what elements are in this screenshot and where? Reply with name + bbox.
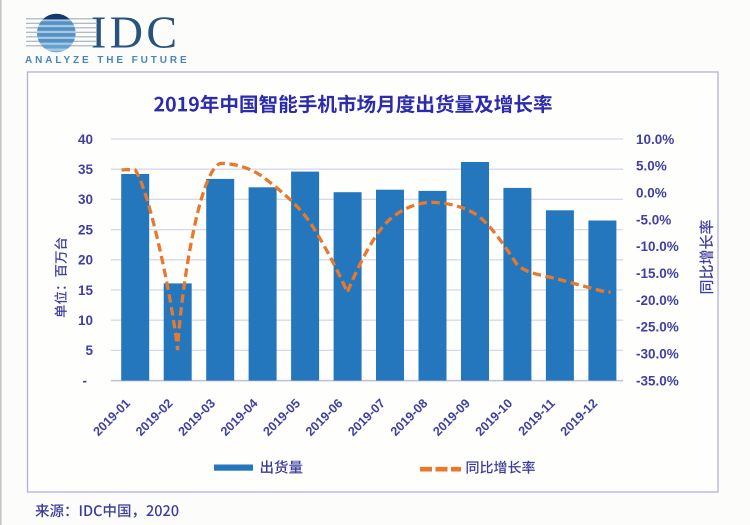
svg-text:-30.0%: -30.0%: [636, 347, 679, 362]
svg-text:5: 5: [85, 343, 93, 358]
svg-text:30: 30: [78, 192, 93, 207]
svg-text:-: -: [83, 373, 88, 388]
svg-text:IDC: IDC: [91, 7, 180, 58]
svg-text:10.0%: 10.0%: [636, 132, 674, 147]
svg-text:35: 35: [78, 162, 94, 177]
svg-text:20: 20: [78, 253, 93, 268]
svg-text:5.0%: 5.0%: [636, 159, 667, 174]
svg-text:10: 10: [78, 313, 93, 328]
svg-text:ANALYZE THE FUTURE: ANALYZE THE FUTURE: [25, 55, 190, 66]
svg-text:-10.0%: -10.0%: [636, 239, 679, 254]
svg-text:-15.0%: -15.0%: [636, 266, 679, 281]
svg-text:25: 25: [78, 222, 94, 237]
svg-text:15: 15: [78, 283, 94, 298]
svg-text:-25.0%: -25.0%: [636, 320, 679, 335]
svg-text:0.0%: 0.0%: [636, 186, 667, 201]
svg-text:40: 40: [78, 132, 93, 147]
svg-text:-5.0%: -5.0%: [636, 212, 671, 227]
svg-text:-35.0%: -35.0%: [636, 373, 679, 388]
svg-text:-20.0%: -20.0%: [636, 293, 679, 308]
